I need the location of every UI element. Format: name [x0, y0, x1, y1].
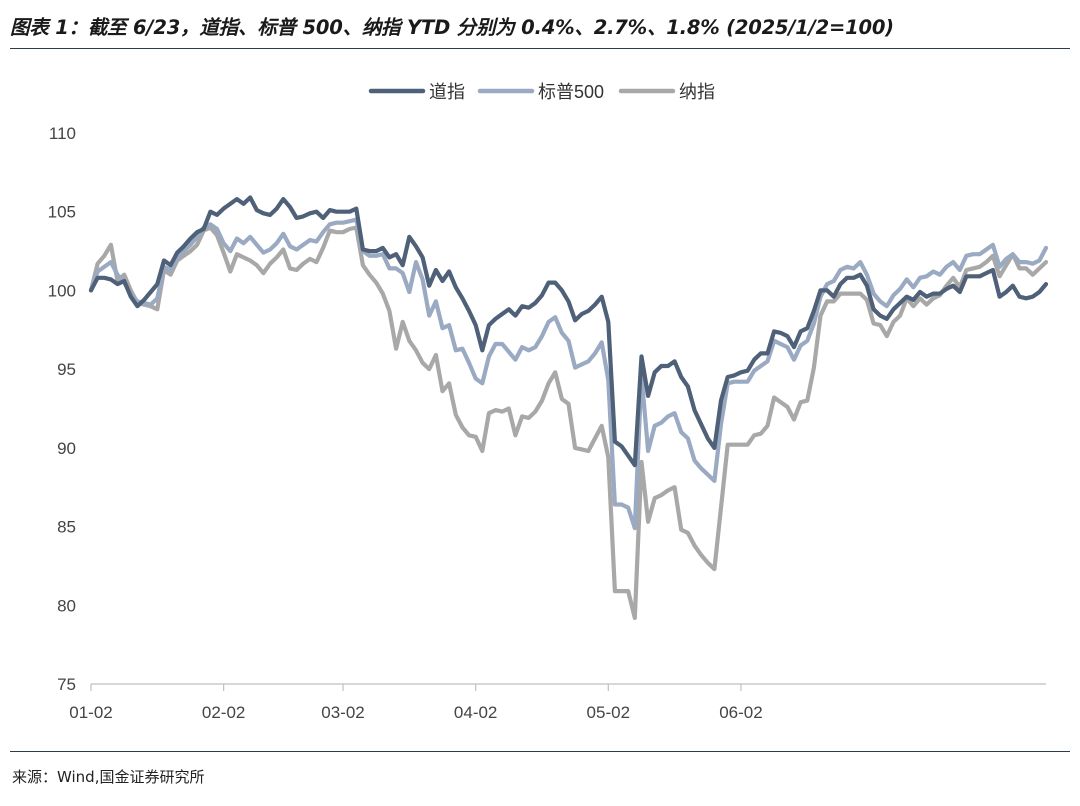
y-tick-label: 105	[48, 203, 76, 222]
chart-title: 图表 1：截至 6/23，道指、标普 500、纳指 YTD 分别为 0.4%、2…	[10, 16, 894, 39]
legend-label: 道指	[429, 82, 465, 102]
x-axis: 01-02 02-02 03-02 04-02 05-02 06-02	[69, 683, 1046, 722]
title-divider	[10, 48, 1070, 49]
y-tick-label: 95	[57, 360, 76, 379]
y-tick-label: 75	[57, 675, 76, 694]
x-tick-label: 03-02	[321, 703, 364, 722]
x-tick-label: 06-02	[719, 703, 762, 722]
series-line-1	[88, 217, 1049, 531]
series-line-2	[88, 225, 1049, 621]
y-tick-label: 110	[49, 124, 76, 143]
series-line-0	[88, 195, 1049, 468]
line-chart: 道指 标普500 纳指 75 80 85 90 95 100 105 110 01-02 02-02…	[48, 82, 1049, 722]
y-tick-label: 100	[48, 281, 76, 300]
legend-label: 标普500	[538, 82, 604, 102]
x-tick-label: 04-02	[454, 703, 497, 722]
y-tick-label: 85	[57, 518, 76, 537]
x-tick-label: 02-02	[202, 703, 245, 722]
x-tick-label: 05-02	[587, 703, 630, 722]
plot-area	[88, 195, 1049, 621]
source-divider	[10, 751, 1070, 752]
y-tick-label: 80	[57, 596, 76, 615]
y-axis: 75 80 85 90 95 100 105 110	[48, 124, 76, 694]
y-tick-label: 90	[57, 439, 76, 458]
source-note: 来源：Wind,国金证券研究所	[12, 768, 205, 786]
x-tick-label: 01-02	[69, 703, 112, 722]
legend: 道指 标普500 纳指	[368, 82, 715, 102]
legend-label: 纳指	[679, 82, 715, 102]
